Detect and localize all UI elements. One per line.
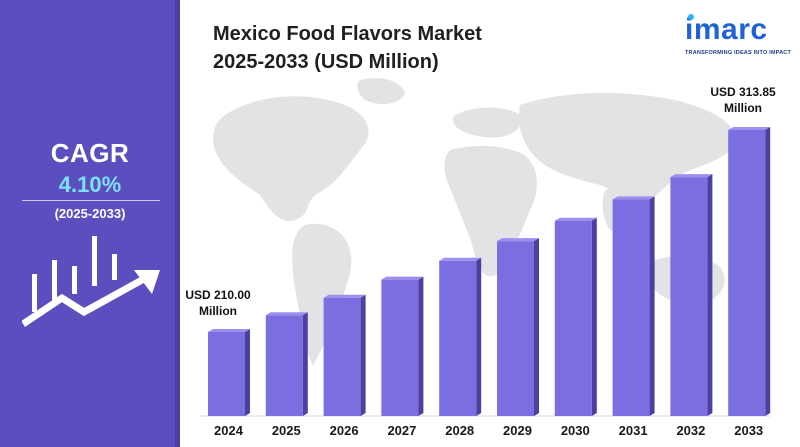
x-tick-label: 2031: [619, 423, 648, 438]
bar-2033: [728, 127, 771, 416]
end-value-line2: Million: [724, 101, 762, 115]
bar-top: [381, 276, 424, 280]
bar-side: [534, 238, 539, 416]
x-tick-label: 2028: [445, 423, 474, 438]
bar-2027: [381, 276, 424, 416]
x-tick-label: 2030: [561, 423, 590, 438]
bar-side: [765, 127, 771, 416]
bar-2030: [554, 217, 597, 416]
bar-top: [208, 329, 250, 332]
bar-top: [439, 257, 482, 261]
bar-2025: [265, 312, 308, 416]
x-tick-label: 2033: [734, 423, 763, 438]
bar-top: [612, 196, 655, 200]
growth-chart-icon: [22, 236, 160, 327]
bar-face: [612, 199, 650, 416]
logo-dot: [688, 14, 694, 20]
bar-side: [591, 217, 597, 416]
bar-face: [670, 177, 708, 416]
bar-2024: [208, 329, 250, 416]
bar-side: [418, 276, 424, 416]
bar-top: [728, 127, 771, 130]
cagr-divider: [22, 200, 160, 201]
bar-face: [323, 297, 361, 416]
bar-face: [728, 130, 766, 416]
bar-top: [554, 217, 597, 221]
bar-2026: [323, 294, 366, 416]
bar-2031: [612, 196, 655, 416]
bar-top: [670, 174, 713, 178]
x-tick-label: 2025: [272, 423, 301, 438]
bar-side: [649, 196, 655, 416]
cagr-period: (2025-2033): [54, 206, 126, 221]
bar-top: [323, 294, 366, 298]
cagr-label: CAGR: [50, 138, 130, 168]
x-tick-label: 2026: [330, 423, 359, 438]
bar-side: [707, 174, 713, 416]
logo-tagline: TRANSFORMING IDEAS INTO IMPACT: [685, 50, 792, 56]
start-value-line1: USD 210.00: [185, 288, 251, 302]
end-value-annotation: USD 313.85 Million: [703, 84, 783, 116]
x-tick-label: 2027: [387, 423, 416, 438]
bar-2029: [497, 238, 539, 416]
bar-face: [497, 241, 534, 416]
x-tick-label: 2029: [503, 423, 532, 438]
logo-wordmark: imarc: [685, 13, 768, 46]
chart-title: Mexico Food Flavors Market 2025-2033 (US…: [213, 20, 573, 76]
bar-2028: [439, 257, 482, 416]
bar-side: [245, 329, 250, 416]
x-tick-label: 2024: [214, 423, 244, 438]
bar-face: [208, 332, 245, 416]
cagr-value: 4.10%: [58, 172, 122, 197]
bar-2032: [670, 174, 713, 416]
chart-title-line2: 2025-2033 (USD Million): [213, 51, 439, 73]
x-tick-label: 2032: [676, 423, 705, 438]
bar-top: [497, 238, 539, 242]
bar-face: [554, 220, 592, 416]
end-value-line1: USD 313.85: [710, 85, 776, 99]
chart-title-line1: Mexico Food Flavors Market: [213, 23, 482, 45]
bar-face: [439, 260, 477, 416]
bar-face: [265, 315, 303, 416]
start-value-line2: Million: [199, 304, 237, 318]
bar-side: [360, 294, 366, 416]
start-value-annotation: USD 210.00 Million: [182, 287, 254, 319]
imarc-logo: imarc TRANSFORMING IDEAS INTO IMPACT: [685, 12, 791, 64]
bar-side: [476, 257, 482, 416]
bar-face: [381, 279, 419, 416]
bar-top: [265, 312, 308, 316]
bar-side: [302, 312, 308, 416]
cagr-panel: CAGR 4.10% (2025-2033): [0, 0, 180, 447]
